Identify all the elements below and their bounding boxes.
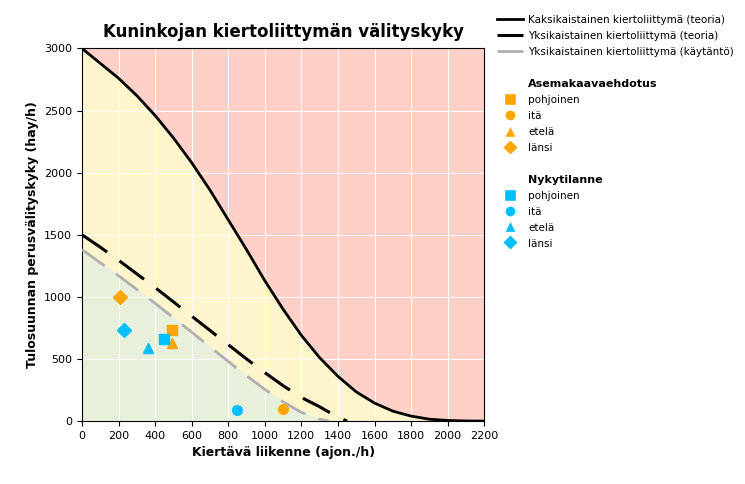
Legend: Kaksikaistainen kiertoliittymä (teoria), Yksikaistainen kiertoliittymä (teoria),: Kaksikaistainen kiertoliittymä (teoria),… (497, 15, 734, 249)
Y-axis label: Tulosuunnan perusvälityskyky (hay/h): Tulosuunnan perusvälityskyky (hay/h) (25, 101, 39, 368)
Title: Kuninkojan kiertoliittymän välityskyky: Kuninkojan kiertoliittymän välityskyky (103, 23, 463, 41)
X-axis label: Kiertävä liikenne (ajon./h): Kiertävä liikenne (ajon./h) (191, 446, 375, 459)
